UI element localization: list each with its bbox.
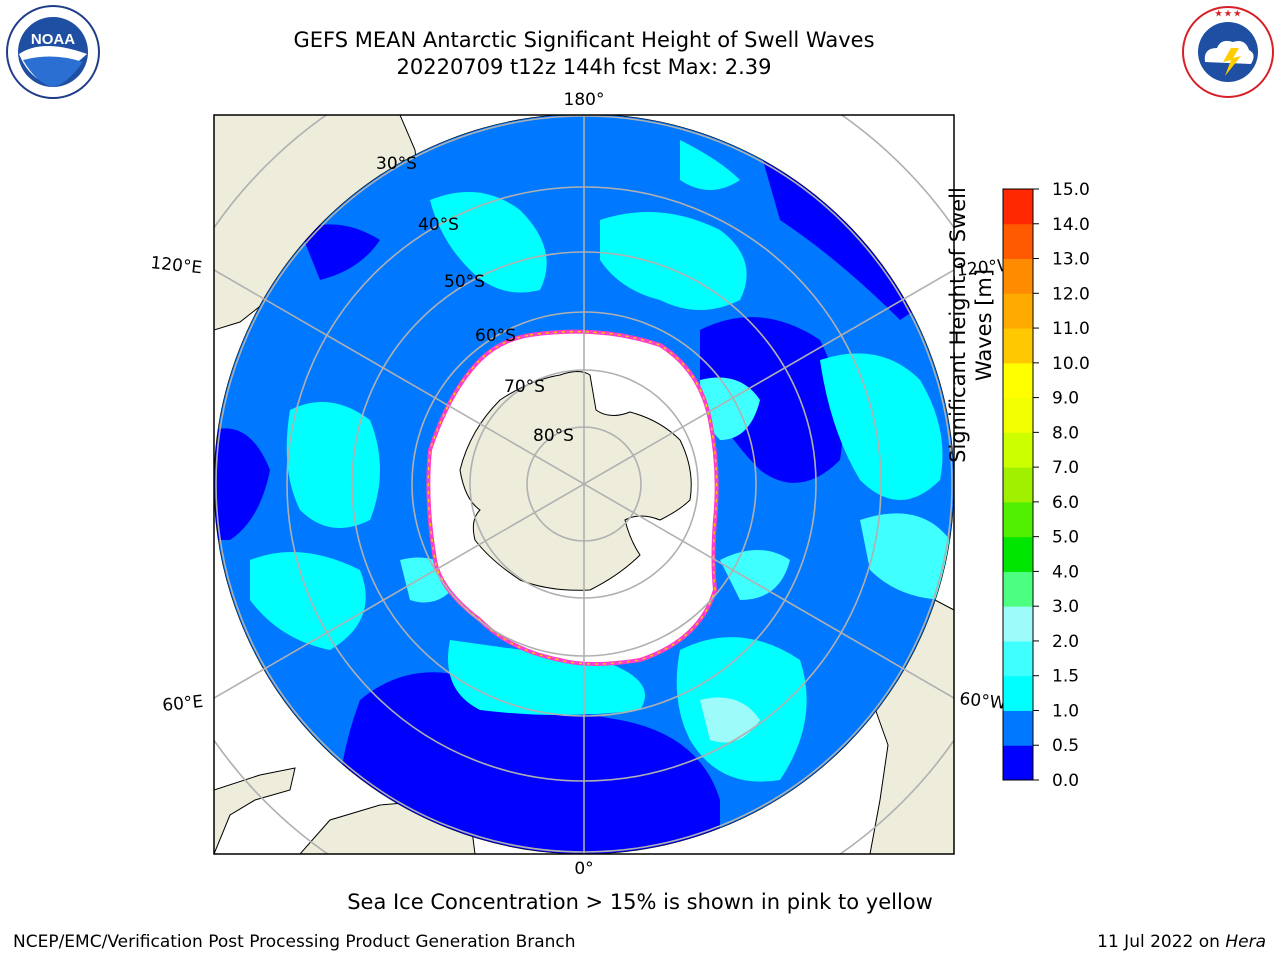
- colorbar-segment: [1003, 328, 1033, 364]
- colorbar-frame: [1002, 188, 1034, 781]
- antarctica-land: [459, 371, 692, 591]
- colorbar-tick-label: 11.0: [1052, 319, 1090, 339]
- lon-label-120e: 120°E: [149, 253, 203, 278]
- colorbar: 0.0 0.5 1.0 1.5 2.0 3.0 4.0 5.0 6.0 7.0 8.0 9.0 10.0…: [1002, 180, 1090, 791]
- colorbar-segment: [1003, 536, 1033, 572]
- colorbar-title: Significant Height of Swell Waves [m]: [946, 187, 996, 463]
- svg-text:★ ★ ★: ★ ★ ★: [1215, 9, 1242, 18]
- colorbar-segment: [1003, 258, 1033, 294]
- colorbar-tick-label: 1.5: [1052, 667, 1079, 687]
- colorbar-segment: [1003, 675, 1033, 711]
- colorbar-segment: [1003, 223, 1033, 260]
- colorbar-tick-label: 0.0: [1052, 771, 1079, 791]
- colorbar-segment: [1003, 640, 1033, 677]
- colorbar-segment: [1003, 467, 1033, 503]
- colorbar-segment: [1003, 362, 1033, 399]
- lat-label-50s: 50°S: [444, 272, 485, 292]
- lat-label-60s: 60°S: [475, 326, 516, 346]
- credit-text: NCEP/EMC/Verification Post Processing Pr…: [13, 932, 576, 952]
- colorbar-tick-label: 12.0: [1052, 284, 1090, 304]
- lon-label-60e: 60°E: [161, 692, 204, 716]
- run-date: 11 Jul 2022 on Hera: [1097, 932, 1266, 952]
- colorbar-segment: [1003, 571, 1033, 607]
- lat-label-40s: 40°S: [418, 215, 459, 235]
- lat-label-80s: 80°S: [533, 426, 574, 446]
- colorbar-tick-label: 2.0: [1052, 632, 1079, 652]
- lat-label-70s: 70°S: [504, 377, 545, 397]
- noaa-logo-icon: NOAA: [6, 5, 100, 99]
- colorbar-tick-label: 8.0: [1052, 423, 1079, 443]
- map-frame: [213, 114, 955, 855]
- colorbar-tick-label: 14.0: [1052, 215, 1090, 235]
- colorbar-tick-label: 15.0: [1052, 180, 1090, 200]
- lat-label-30s: 30°S: [376, 154, 417, 174]
- chart-title: GEFS MEAN Antarctic Significant Height o…: [293, 28, 875, 52]
- colorbar-tick-label: 3.0: [1052, 597, 1079, 617]
- colorbar-tick-label: 0.5: [1052, 736, 1079, 756]
- run-date-text: 11 Jul 2022 on: [1097, 932, 1220, 952]
- colorbar-tick-label: 9.0: [1052, 389, 1079, 409]
- colorbar-tick-label: 1.0: [1052, 701, 1079, 721]
- lon-label-60w: 60°W: [958, 689, 1007, 714]
- colorbar-segment: [1003, 189, 1033, 225]
- colorbar-segment: [1003, 432, 1033, 468]
- graticule: [214, 115, 954, 854]
- map-area: [214, 115, 954, 854]
- sea-ice-note: Sea Ice Concentration > 15% is shown in …: [347, 890, 933, 914]
- machine-name: Hera: [1225, 932, 1266, 952]
- colorbar-segment: [1003, 710, 1033, 746]
- noaa-logo-text: NOAA: [31, 31, 75, 48]
- colorbar-segment: [1003, 293, 1033, 329]
- colorbar-tick-label: 5.0: [1052, 528, 1079, 548]
- nws-logo-icon: ★ ★ ★: [1182, 6, 1274, 98]
- lon-label-0: 0°: [574, 859, 593, 879]
- colorbar-segment: [1003, 745, 1033, 781]
- colorbar-segment: [1003, 606, 1033, 642]
- colorbar-tick-label: 6.0: [1052, 493, 1079, 513]
- colorbar-tick-label: 7.0: [1052, 458, 1079, 478]
- chart-subtitle: 20220709 t12z 144h fcst Max: 2.39: [396, 55, 772, 79]
- colorbar-tick-label: 10.0: [1052, 354, 1090, 374]
- colorbar-tick-label: 4.0: [1052, 562, 1079, 582]
- colorbar-segment: [1003, 397, 1033, 433]
- colorbar-tick-label: 13.0: [1052, 250, 1090, 270]
- lon-label-180: 180°: [564, 90, 605, 110]
- colorbar-segment: [1003, 501, 1033, 538]
